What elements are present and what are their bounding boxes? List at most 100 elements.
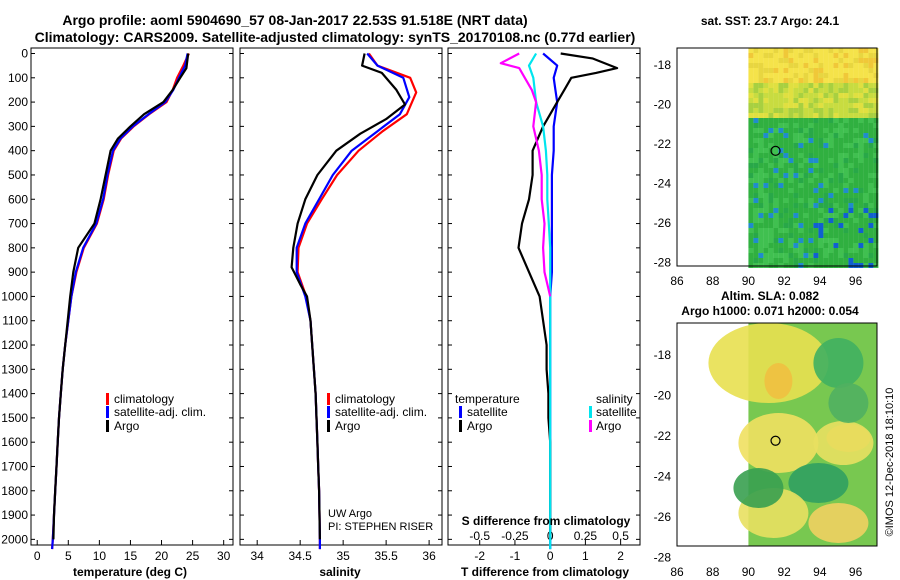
sst-cell: [808, 68, 814, 73]
sst-cell: [793, 108, 799, 113]
sst-cell: [838, 208, 844, 213]
sst-cell: [793, 113, 799, 118]
sst-cell: [803, 58, 809, 63]
sst-cell: [823, 83, 829, 88]
sst-cell: [868, 48, 874, 53]
sst-cell: [753, 123, 759, 128]
sst-cell: [873, 158, 879, 163]
sst-cell: [803, 173, 809, 178]
sla-lat-tick: -28: [654, 551, 672, 565]
sst-cell: [788, 88, 794, 93]
sst-cell: [848, 88, 854, 93]
sst-cell: [808, 248, 814, 253]
sst-cell: [868, 158, 874, 163]
sst-cell: [823, 123, 829, 128]
sst-cell: [838, 68, 844, 73]
sst-cell: [778, 258, 784, 263]
sst-cell: [783, 193, 789, 198]
sst-cell: [763, 68, 769, 73]
sst-cell: [873, 103, 879, 108]
sst-cell: [813, 63, 819, 68]
sst-cell: [808, 78, 814, 83]
sst-cell: [868, 213, 874, 218]
sst-cell: [863, 248, 869, 253]
sst-cell: [768, 233, 774, 238]
sst-cell: [763, 178, 769, 183]
temperature-legend: climatology satellite-adj. clim. Argo: [106, 392, 206, 433]
sst-cell: [818, 243, 824, 248]
sst-cell: [813, 68, 819, 73]
sst-cell: [828, 78, 834, 83]
sst-cell: [803, 78, 809, 83]
sst-cell: [758, 203, 764, 208]
sst-cell: [838, 258, 844, 263]
legend-label-t-argo: Argo: [467, 419, 493, 433]
sst-cell: [798, 228, 804, 233]
sst-cell: [778, 108, 784, 113]
sst-cell: [848, 98, 854, 103]
sst-cell: [748, 243, 754, 248]
sst-cell: [793, 148, 799, 153]
sst-cell: [818, 48, 824, 53]
sst-cell: [828, 208, 834, 213]
sst-cell: [763, 243, 769, 248]
sst-cell: [778, 48, 784, 53]
sst-cell: [863, 158, 869, 163]
sst-cell: [823, 73, 829, 78]
sla-map: [708, 323, 877, 546]
sst-cell: [783, 148, 789, 153]
sst-cell: [833, 83, 839, 88]
sst-cell: [813, 103, 819, 108]
sst-cell: [763, 73, 769, 78]
sst-cell: [853, 48, 859, 53]
sst-cell: [828, 48, 834, 53]
sst-cell: [778, 68, 784, 73]
sst-cell: [828, 83, 834, 88]
sst-cell: [798, 233, 804, 238]
sst-cell: [813, 203, 819, 208]
sst-cell: [833, 88, 839, 93]
sst-cell: [838, 223, 844, 228]
depth-tick-label: 1100: [2, 314, 28, 328]
sst-cell: [748, 118, 754, 123]
sst-cell: [748, 88, 754, 93]
sst-cell: [753, 193, 759, 198]
sst-cell: [853, 193, 859, 198]
sst-cell: [758, 183, 764, 188]
sst-cell: [828, 108, 834, 113]
sst-cell: [808, 53, 814, 58]
sst-cell: [828, 148, 834, 153]
sst-cell: [773, 198, 779, 203]
sst-cell: [828, 98, 834, 103]
sst-cell: [808, 153, 814, 158]
sst-cell: [788, 148, 794, 153]
sst-cell: [808, 218, 814, 223]
sst-cell: [843, 68, 849, 73]
sst-cell: [798, 183, 804, 188]
series-line-salinity-satellite: [527, 52, 552, 550]
sla-lat-tick: -26: [654, 510, 672, 524]
sla-lat-tick: -18: [654, 348, 672, 362]
sst-cell: [863, 178, 869, 183]
sst-lon-tick: 96: [849, 274, 863, 288]
sst-cell: [818, 188, 824, 193]
sst-cell: [783, 223, 789, 228]
sst-cell: [808, 103, 814, 108]
sst-cell: [788, 138, 794, 143]
sst-cell: [793, 63, 799, 68]
sst-cell: [758, 153, 764, 158]
sst-cell: [763, 118, 769, 123]
sst-cell: [858, 158, 864, 163]
sst-cell: [793, 178, 799, 183]
sst-cell: [758, 258, 764, 263]
sst-cell: [783, 208, 789, 213]
sst-cell: [843, 158, 849, 163]
sst-cell: [748, 213, 754, 218]
sst-cell: [773, 233, 779, 238]
sst-cell: [818, 63, 824, 68]
sst-cell: [843, 253, 849, 258]
depth-tick-label: 1900: [1, 508, 28, 522]
sst-cell: [758, 83, 764, 88]
sst-cell: [748, 48, 754, 53]
sst-cell: [863, 163, 869, 168]
